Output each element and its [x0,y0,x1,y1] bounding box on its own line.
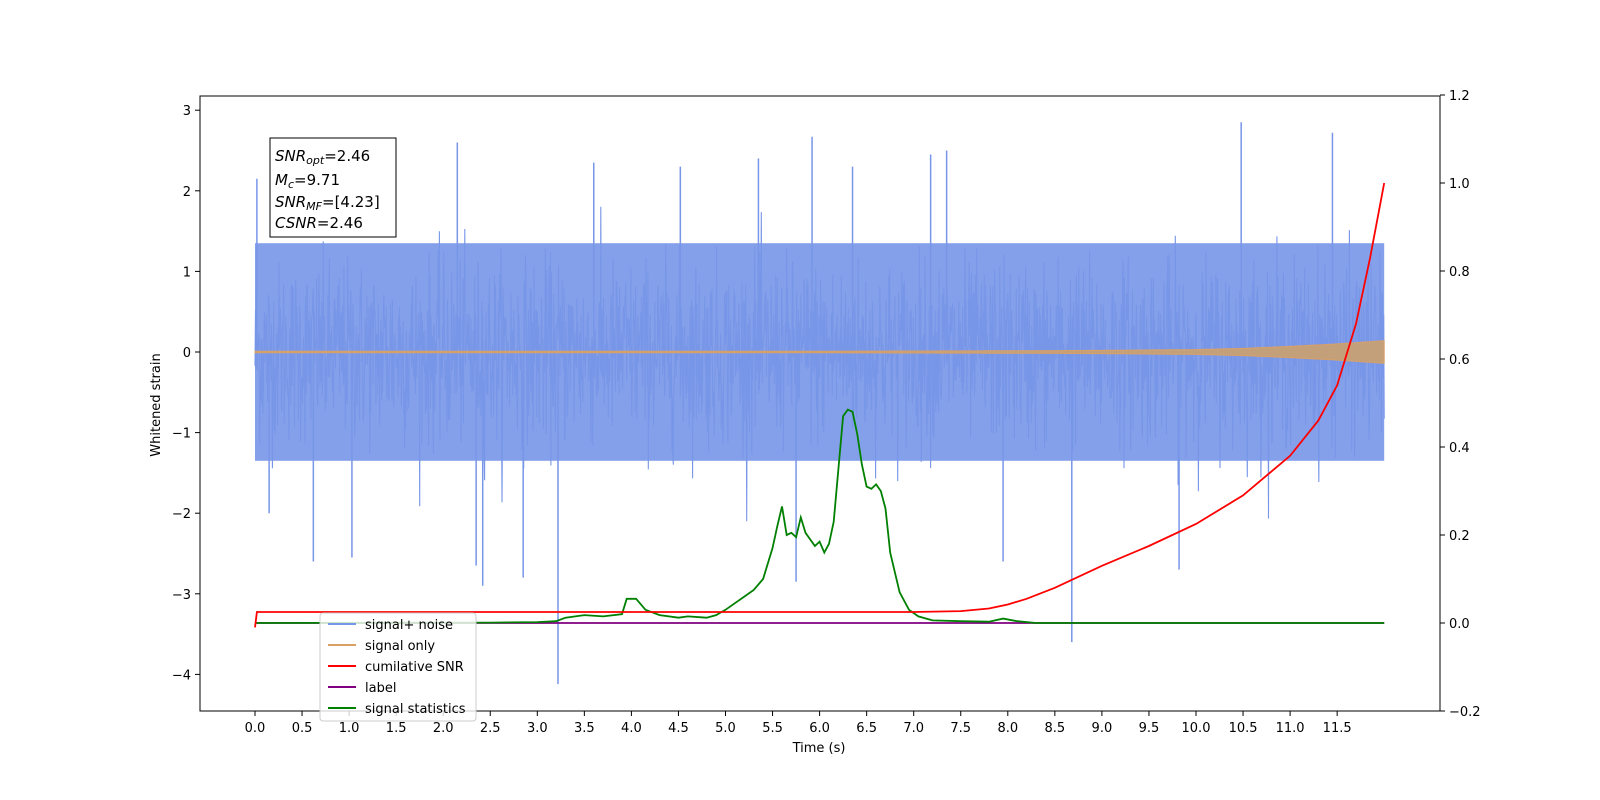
y-left-tick-label-2: 1 [183,265,191,280]
annotation-snr-mf: SNRMF=[4.23] [275,193,380,213]
x-tick-label-1: 0.5 [292,721,313,736]
legend-label-2: cumilative SNR [365,660,464,675]
y-left-tick-label-0: 3 [183,104,191,119]
y-right-tick-label-0: 1.2 [1449,89,1470,104]
x-tick-label-15: 7.5 [950,721,971,736]
x-tick-label-6: 3.0 [527,721,548,736]
y-right-tick-label-1: 1.0 [1449,177,1470,192]
x-tick-label-17: 8.5 [1045,721,1066,736]
legend-label-0: signal+ noise [365,618,453,633]
x-tick-label-0: 0.0 [245,721,266,736]
x-tick-label-21: 10.5 [1229,721,1258,736]
x-tick-label-9: 4.5 [668,721,689,736]
y-left-tick-label-7: −4 [172,668,191,683]
annotation-csnr: CSNR=2.46 [275,214,363,232]
x-tick-label-18: 9.0 [1092,721,1113,736]
x-tick-label-22: 11.0 [1276,721,1305,736]
y-left-tick-label-5: −2 [172,507,191,522]
x-tick-label-14: 7.0 [903,721,924,736]
x-tick-label-11: 5.5 [762,721,783,736]
legend-label-3: label [365,681,396,696]
legend-frame [319,612,477,722]
x-tick-label-8: 4.0 [621,721,642,736]
x-tick-label-4: 2.0 [433,721,454,736]
x-tick-label-10: 5.0 [715,721,736,736]
y-left-tick-label-4: −1 [172,427,191,442]
y-left-tick-label-3: 0 [183,346,191,361]
x-tick-label-13: 6.5 [856,721,877,736]
y-right-tick-label-2: 0.8 [1449,265,1470,280]
x-tick-label-20: 10.0 [1182,721,1211,736]
y-right-tick-label-7: −0.2 [1449,705,1481,720]
series-signal-statistics-line [254,408,1385,624]
annotation-snr-opt: SNRopt=2.46 [275,147,370,167]
y-right-tick-label-6: 0.0 [1449,617,1470,632]
y-axis-title: Whitened strain [149,353,164,456]
series-signal-only-line [254,340,1385,364]
legend-label-4: signal statistics [365,702,466,717]
x-tick-label-23: 11.5 [1323,721,1352,736]
axes: 0.0 0.5 1.0 1.5 2.0 2.5 3.0 3.5 4.0 4.5 5.0 5.5 6.0 6… [172,89,1481,736]
legend: signal+ noise signal only cumilative SNR la… [319,612,477,722]
series-cumulative-snr-line [254,182,1386,628]
y-right-tick-label-4: 0.4 [1449,441,1470,456]
plot-area [254,122,1386,685]
x-tick-label-19: 9.5 [1139,721,1160,736]
x-tick-label-5: 2.5 [480,721,501,736]
y-right-tick-label-5: 0.2 [1449,529,1470,544]
y-left-tick-label-1: 2 [183,185,191,200]
x-tick-label-16: 8.0 [997,721,1018,736]
y-right-tick-label-3: 0.6 [1449,353,1470,368]
x-tick-label-7: 3.5 [574,721,595,736]
x-tick-label-2: 1.0 [339,721,360,736]
x-tick-label-3: 1.5 [386,721,407,736]
y-left-tick-label-6: −3 [172,588,191,603]
annotation-mc: Mc=9.71 [275,171,340,191]
x-axis-title: Time (s) [792,741,846,756]
x-tick-label-12: 6.0 [809,721,830,736]
legend-label-1: signal only [365,639,435,654]
annotation-box: SNRopt=2.46 Mc=9.71 SNRMF=[4.23] CSNR=2.… [269,137,397,238]
